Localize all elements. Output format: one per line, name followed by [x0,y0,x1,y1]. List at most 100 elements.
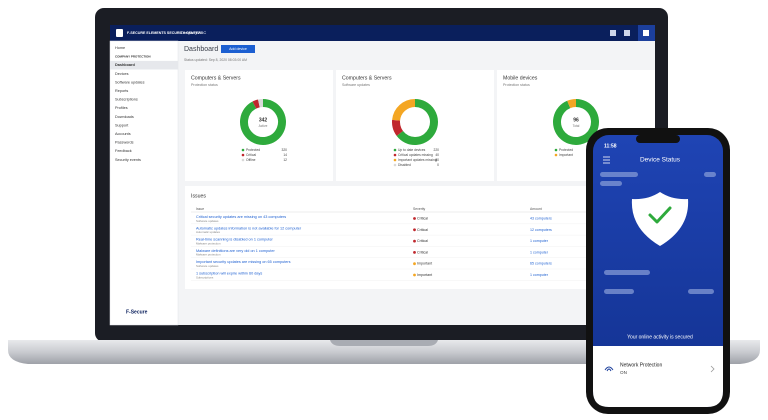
issue-link[interactable]: Important security updates are missing o… [196,260,291,264]
amount-link[interactable]: 12 computers [530,228,552,232]
donut-center-label: Active [259,124,268,128]
menu-icon[interactable] [603,156,610,164]
laptop-base [8,340,760,364]
donut-segment [553,99,599,145]
nav-item[interactable]: Passwords [115,141,134,145]
legend-name: Protected [246,148,260,152]
amount-link[interactable]: 43 computers [530,216,552,220]
add-device-button[interactable] [221,45,255,53]
legend-dot [241,148,245,152]
legend-dot [554,153,558,157]
legend-dot [241,153,245,157]
legend-value: 80 [435,158,439,162]
amount-link[interactable]: 65 computers [530,262,552,266]
nav-item[interactable]: Subscriptions [115,98,138,102]
legend-name: Critical updates missing [398,153,433,157]
nav-item[interactable]: Devices [115,72,129,76]
issue-link[interactable]: Critical security updates are missing on… [196,215,286,219]
page-title: Dashboard [184,46,218,53]
chevron [710,365,715,373]
nav-item[interactable]: Support [115,123,129,127]
placeholder [604,270,650,275]
placeholder [704,172,716,177]
issue-category: Subscriptions [196,275,214,279]
nav-active [110,60,178,70]
legend-dot [554,148,558,152]
nav-item[interactable]: Security events [115,158,141,162]
legend-value: 12 [283,158,287,162]
issue-category: Automatic updates [196,230,220,234]
donut-segment [396,99,438,145]
severity: Critical [417,250,428,254]
legend-name: Important [559,153,573,157]
nav-item[interactable]: Reports [115,89,128,93]
severity-dot [413,228,416,232]
donut-center-label: Total [573,124,580,128]
nav-item[interactable]: Downloads [115,115,134,119]
card-title: Mobile devices [503,75,538,81]
nav-item[interactable]: Feedback [115,149,132,153]
legend-dot [393,153,397,157]
card-subtitle: Software updates [342,83,370,87]
legend-value: 14 [283,153,287,157]
nav-item[interactable]: Dashboard [115,63,136,67]
placeholder [604,289,634,294]
amount-link[interactable]: 1 computer [530,250,549,254]
phone-time: 11:58 [604,143,617,149]
donut-segment [240,99,286,145]
issue-link[interactable]: 1 subscription will expire within 60 day… [196,272,262,276]
footer-brand: F-Secure [126,309,148,315]
issues-panel [185,186,655,289]
column-header: Amount [530,207,542,211]
phone-message: Your online activity is secured [627,334,693,340]
issue-link[interactable]: Real-time scanning is disabled on 1 comp… [196,238,274,242]
card [185,70,333,181]
issue-category: Malware protection [196,253,221,257]
donut-segment [567,99,577,109]
icon[interactable] [610,30,616,36]
severity: Critical [417,228,428,232]
icon[interactable] [624,30,630,36]
legend-name: Important updates missing [398,158,437,162]
legend-name: Protected [559,148,573,152]
severity-dot [413,239,416,243]
legend-value: 320 [281,148,287,152]
legend-dot [241,158,245,162]
donut-segment [252,99,260,109]
legend-value: 0 [437,163,439,167]
nav-item[interactable]: Home [115,46,125,50]
card-subtitle: Protection status [191,83,218,87]
placeholder [688,289,714,294]
amount-link[interactable]: 1 computer [530,273,549,277]
nav-item[interactable]: Software updates [115,80,145,84]
status-text: Status updated: Sep 8, 2020 08:03:00 AM [184,58,247,62]
issue-category: Software updates [196,264,219,268]
phone-screen [593,135,723,407]
feature-state: ON [620,370,627,375]
severity: Important [417,273,432,277]
legend-name: Offline [246,158,256,162]
issue-link[interactable]: Malware definitions are very old on 1 co… [196,249,275,253]
phone-card[interactable] [593,346,723,407]
nav-item[interactable]: Profiles [115,106,128,110]
legend-value: 220 [433,148,439,152]
issue-category: Software updates [196,219,219,223]
amount-link[interactable]: 1 computer [530,239,549,243]
legend-name: Up to date devices [398,148,426,152]
severity: Critical [417,239,428,243]
legend-dot [393,148,397,152]
issue-link[interactable]: Automatic updates information is not ava… [196,226,302,230]
legend-dot [393,163,397,167]
brand: F-SECURE ELEMENTS SECURITY CENTER [127,31,201,35]
network-icon [604,366,614,372]
legend-dot [393,158,397,162]
nav-section: COMPANY PROTECTION [115,54,151,58]
phone-title: Device Status [640,157,681,164]
nav-item[interactable]: Accounts [115,132,131,136]
laptop-notch [330,340,438,346]
donut-center: 342 [259,117,268,123]
company-select[interactable]: Company ABC [180,30,206,35]
column-header: Severity [413,207,426,211]
severity-dot [413,262,416,266]
